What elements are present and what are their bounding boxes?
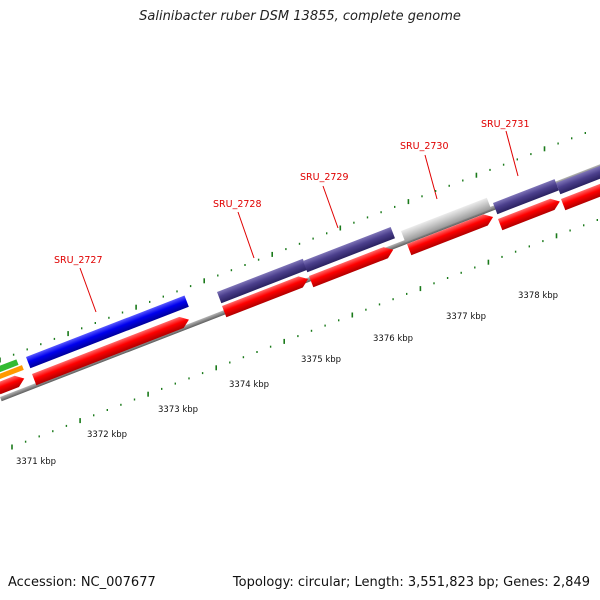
cds-arrow [498,198,560,231]
gene-label: SRU_2729 [300,172,349,183]
scale-tick-label: 3373 kbp [158,405,198,415]
gene-annotation-sru-2729: SRU_2729 [300,172,349,229]
cds-arrow [309,247,394,288]
cds-arrow [222,276,309,318]
cds-arrow [561,177,600,211]
gene-annotation-sru-2728: SRU_2728 [213,199,262,259]
cds-arrow [0,375,25,395]
map-title: Salinibacter ruber DSM 13855, complete g… [139,9,461,24]
gene-label: SRU_2728 [213,199,262,210]
upper-tick-row [0,132,586,363]
gene-bar-orange [0,365,24,381]
scale-tick-label: 3377 kbp [446,312,486,322]
scale-tick-label: 3375 kbp [301,355,341,365]
scale-tick-label: 3374 kbp [229,380,269,390]
gene-label: SRU_2727 [54,255,103,266]
scale-tick-label: 3371 kbp [16,457,56,467]
gene-annotation-sru-2730: SRU_2730 [400,141,449,200]
gene-label: SRU_2731 [481,119,530,130]
gene-bar-sru-2728[interactable] [217,258,308,304]
scale-tick-label: 3372 kbp [87,430,127,440]
gene-bar-sru-2731[interactable] [492,179,559,215]
gene-bar-sru-2729[interactable] [303,227,395,273]
cds-arrow [407,214,494,256]
gene-annotation-sru-2727: SRU_2727 [54,255,103,313]
scale-tick-label: 3378 kbp [518,291,558,301]
scale-tick-label: 3376 kbp [373,334,413,344]
gene-bar-sru-2727[interactable] [26,295,189,369]
gene-bar-green [0,359,19,374]
topology-text: Topology: circular; Length: 3,551,823 bp… [232,575,590,590]
gene-annotation-sru-2731: SRU_2731 [481,119,530,177]
accession-text: Accession: NC_007677 [8,575,156,590]
cds-arrow [32,316,189,386]
gene-bar-sru-2730[interactable] [401,197,492,243]
scale-tick-row [11,219,598,450]
gene-bar-purple [556,161,600,195]
gene-label: SRU_2730 [400,141,449,152]
